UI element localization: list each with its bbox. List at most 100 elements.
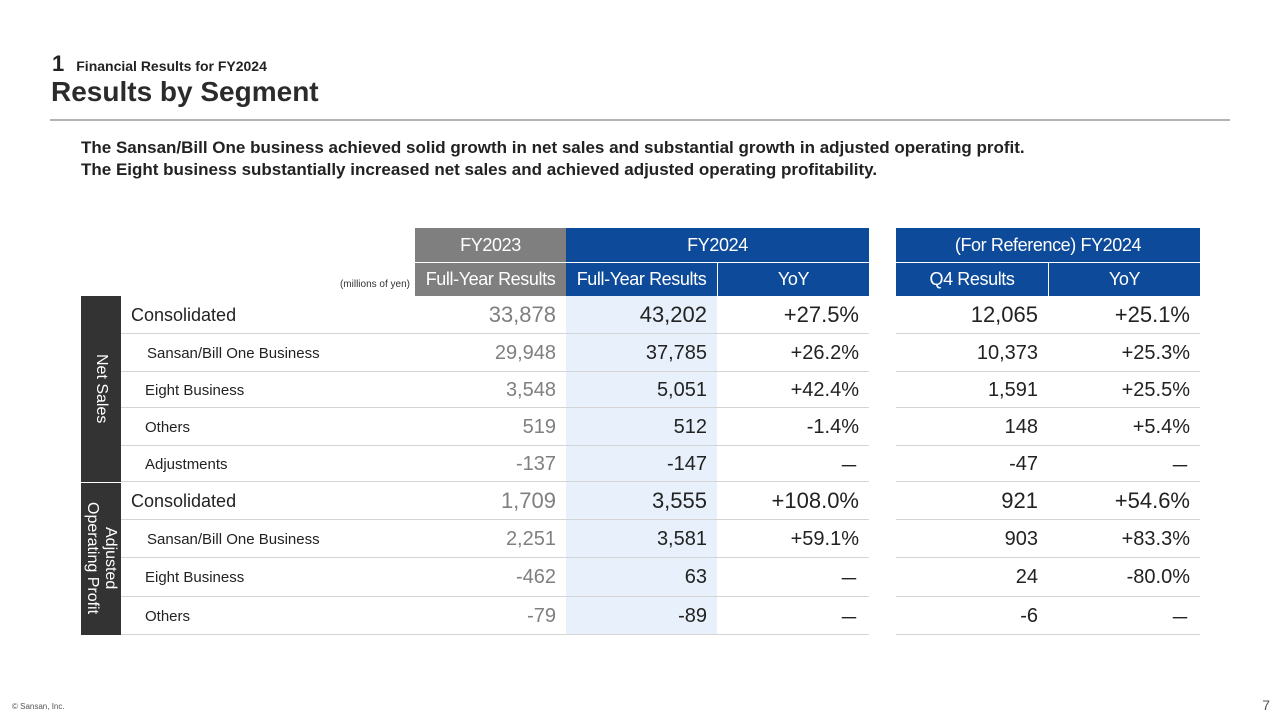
row-divider xyxy=(896,519,1200,520)
table-row: Eight Business 3,548 5,051 +42.4% 1,591 … xyxy=(121,372,1200,408)
table-row: Consolidated 33,878 43,202 +27.5% 12,065… xyxy=(121,296,1200,334)
row-divider xyxy=(121,596,869,597)
header-q4-yoy: YoY xyxy=(1048,262,1200,296)
row-divider xyxy=(121,333,869,334)
section-label: 1 Financial Results for FY2024 xyxy=(52,51,267,77)
row-divider xyxy=(121,445,869,446)
title-divider xyxy=(50,119,1230,121)
table-row: Others 519 512 -1.4% 148 +5.4% xyxy=(121,408,1200,446)
cell-fy2023: 519 xyxy=(522,415,556,438)
cell-fy2023: 3,548 xyxy=(505,378,556,401)
cell-yoy: － xyxy=(839,607,859,630)
row-divider xyxy=(896,481,1200,482)
section-number: 1 xyxy=(52,51,65,76)
cell-fy2023: -462 xyxy=(515,566,556,588)
table-row: Others -79 -89 － -6 － xyxy=(121,597,1200,635)
row-divider xyxy=(896,333,1200,334)
cell-q4-yoy: -80.0% xyxy=(1126,566,1190,588)
page-title: Results by Segment xyxy=(51,76,319,107)
cell-fy2024: 5,051 xyxy=(656,378,707,401)
row-label: Adjustments xyxy=(145,455,228,473)
cell-yoy: － xyxy=(839,455,859,478)
cell-yoy: － xyxy=(839,569,859,591)
cell-q4-yoy: +25.5% xyxy=(1121,378,1190,401)
section-title: Financial Results for FY2024 xyxy=(76,58,267,74)
table-row: Sansan/Bill One Business 29,948 37,785 +… xyxy=(121,334,1200,372)
cell-q4-yoy: +83.3% xyxy=(1121,527,1190,550)
cell-fy2024: 37,785 xyxy=(645,341,707,364)
unit-note: (millions of yen) xyxy=(339,279,410,290)
row-label: Consolidated xyxy=(131,304,237,325)
group-label-net-sales-text: Net Sales xyxy=(93,354,110,424)
cell-yoy: +42.4% xyxy=(790,378,859,401)
header-q4-results: Q4 Results xyxy=(896,262,1048,296)
cell-q4: 1,591 xyxy=(987,378,1038,401)
group-label-adjusted-operating-profit-text: Adjusted Operating Profit xyxy=(84,502,119,615)
cell-fy2023: 33,878 xyxy=(488,302,556,327)
row-divider xyxy=(121,634,869,635)
group-label-net-sales: Net Sales xyxy=(81,296,121,482)
row-label: Eight Business xyxy=(145,381,245,399)
copyright-notice: © Sansan, Inc. xyxy=(12,702,65,711)
row-divider xyxy=(121,519,869,520)
row-divider xyxy=(121,557,869,558)
fy2024-column-highlight xyxy=(566,296,717,635)
header-fy2024-yoy: YoY xyxy=(717,262,869,296)
cell-yoy: +26.2% xyxy=(790,341,859,364)
cell-q4: 10,373 xyxy=(976,341,1038,364)
header-fy2023-full-year-results: Full-Year Results xyxy=(415,262,566,296)
table-row: Consolidated 1,709 3,555 +108.0% 921 +54… xyxy=(121,482,1200,520)
row-label: Sansan/Bill One Business xyxy=(147,530,320,548)
cell-yoy: +108.0% xyxy=(771,488,859,513)
cell-q4-yoy: +25.3% xyxy=(1121,341,1190,364)
row-label: Consolidated xyxy=(131,490,237,511)
cell-q4: 921 xyxy=(1001,488,1038,513)
table-row: Adjustments -137 -147 － -47 － xyxy=(121,446,1200,482)
cell-q4-yoy: － xyxy=(1170,455,1190,478)
cell-fy2024: -147 xyxy=(666,452,707,475)
cell-fy2024: 63 xyxy=(684,566,707,588)
row-label: Eight Business xyxy=(145,569,245,586)
table-row: Sansan/Bill One Business 2,251 3,581 +59… xyxy=(121,520,1200,558)
summary-text: The Sansan/Bill One business achieved so… xyxy=(81,137,1025,181)
group-divider xyxy=(81,482,121,483)
cell-q4-yoy: － xyxy=(1170,607,1190,630)
cell-q4: 12,065 xyxy=(970,302,1038,327)
cell-q4: 24 xyxy=(1015,566,1038,588)
row-divider xyxy=(896,596,1200,597)
row-divider xyxy=(896,634,1200,635)
cell-q4-yoy: +54.6% xyxy=(1114,488,1190,513)
cell-fy2024: 3,555 xyxy=(651,488,707,513)
row-divider xyxy=(896,407,1200,408)
cell-fy2023: -79 xyxy=(527,604,556,627)
cell-yoy: +59.1% xyxy=(790,527,859,550)
cell-q4-yoy: +5.4% xyxy=(1132,415,1190,438)
cell-q4-yoy: +25.1% xyxy=(1114,302,1190,327)
cell-q4: 148 xyxy=(1004,415,1038,438)
header-fy2023: FY2023 xyxy=(415,228,566,262)
cell-q4: -6 xyxy=(1020,604,1038,627)
cell-fy2024: 3,581 xyxy=(656,527,707,550)
row-divider xyxy=(121,407,869,408)
cell-fy2024: 43,202 xyxy=(639,302,707,327)
summary-line-1: The Sansan/Bill One business achieved so… xyxy=(81,138,1025,157)
cell-fy2023: 1,709 xyxy=(500,488,556,513)
row-divider xyxy=(121,481,869,482)
row-label: Sansan/Bill One Business xyxy=(147,344,320,362)
row-divider xyxy=(896,445,1200,446)
table-row: Eight Business -462 63 － 24 -80.0% xyxy=(121,558,1200,597)
row-divider xyxy=(896,557,1200,558)
row-label: Others xyxy=(145,607,191,625)
cell-fy2023: 2,251 xyxy=(505,527,556,550)
cell-yoy: +27.5% xyxy=(783,302,859,327)
cell-yoy: -1.4% xyxy=(806,415,859,438)
cell-fy2024: -89 xyxy=(678,604,707,627)
cell-q4: 903 xyxy=(1004,527,1038,550)
header-fy2024: FY2024 xyxy=(566,228,869,262)
header-fy2024-full-year-results: Full-Year Results xyxy=(566,262,717,296)
header-reference-fy2024: (For Reference) FY2024 xyxy=(896,228,1200,262)
group-label-adjusted-operating-profit: Adjusted Operating Profit xyxy=(81,482,121,635)
page-number: 7 xyxy=(1262,697,1270,713)
cell-fy2023: -137 xyxy=(515,452,556,475)
cell-fy2024: 512 xyxy=(673,415,707,438)
